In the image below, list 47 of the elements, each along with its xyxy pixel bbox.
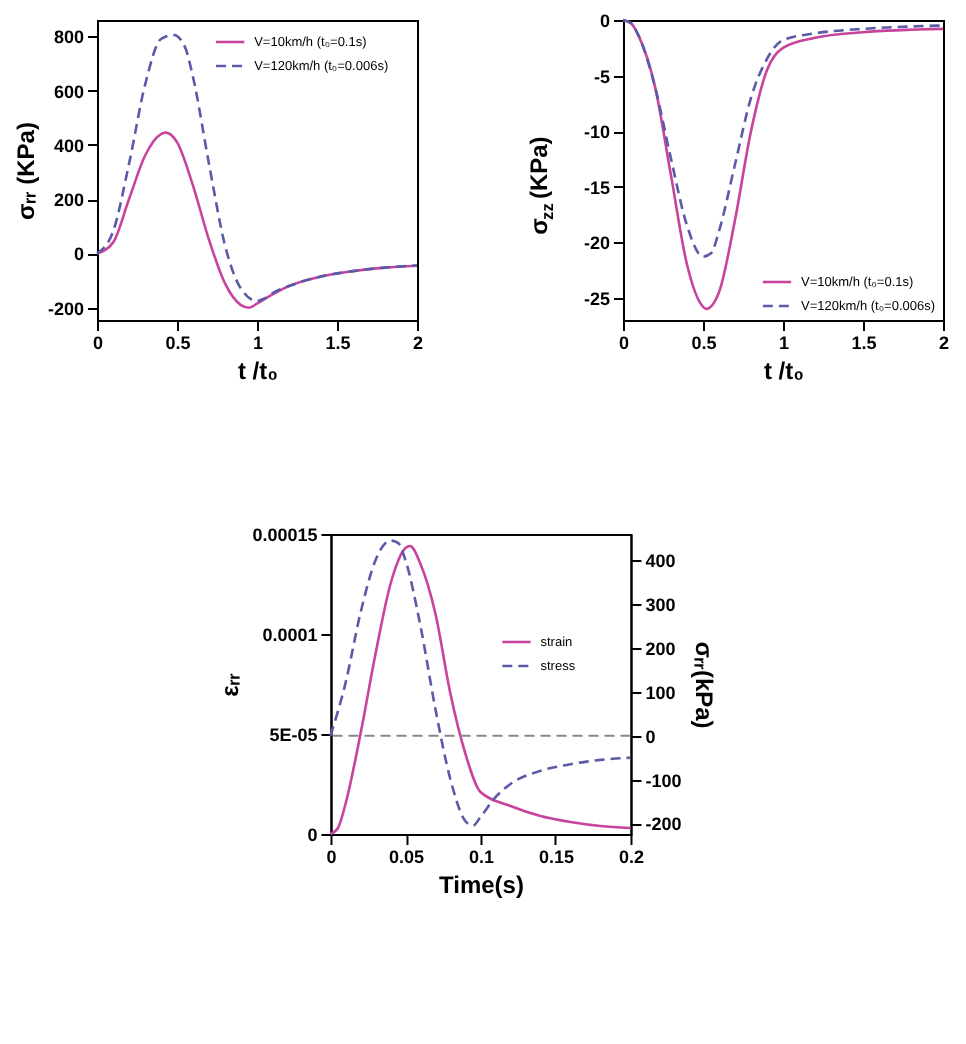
y-tick-label: -200 xyxy=(47,298,84,319)
x-tick-label: 1 xyxy=(778,333,790,353)
y-tick-label: 0.0001 xyxy=(262,625,318,645)
x-tick-label: 0.2 xyxy=(618,847,644,867)
y-tick-label: -20 xyxy=(583,233,610,254)
y-tick-label: 0 xyxy=(307,825,318,845)
y2-axis-title: σᵣᵣ(kPa) xyxy=(689,641,718,729)
x-tick-label: 0.15 xyxy=(538,847,575,867)
x-tick-label: 2 xyxy=(938,333,950,353)
x-tick-label: 2 xyxy=(412,333,424,353)
y-tick-label: 0 xyxy=(599,11,610,31)
x-tick-label: 1.5 xyxy=(851,333,877,353)
x-tick-label: 0.5 xyxy=(165,333,191,353)
y2-tick-label: 400 xyxy=(645,551,676,572)
y-tick-label: 400 xyxy=(53,135,84,156)
x-axis-title: Time(s) xyxy=(439,871,524,899)
x-tick-label: 0 xyxy=(326,847,337,867)
x-tick-label: 0 xyxy=(618,333,630,353)
x-tick-label: 0.05 xyxy=(388,847,425,867)
y2-tick-label: 200 xyxy=(645,639,676,660)
x-tick-label: 0.5 xyxy=(691,333,717,353)
x-tick-label: 0.1 xyxy=(468,847,494,867)
y-tick-label: -15 xyxy=(583,177,610,198)
y-tick-label: 0 xyxy=(73,244,84,265)
y-tick-label: 800 xyxy=(53,27,84,48)
y-tick-label: -5 xyxy=(593,66,610,87)
y2-tick-label: 100 xyxy=(645,682,676,703)
x-axis-title: t /t₀ xyxy=(763,357,805,385)
y-axis-title: εᵣᵣ xyxy=(216,673,245,697)
y-tick-label: -10 xyxy=(583,122,610,143)
y2-tick-label: -100 xyxy=(645,770,682,791)
y-tick-label: 5E-05 xyxy=(269,725,318,745)
y-tick-label: -25 xyxy=(583,288,610,309)
x-tick-label: 1 xyxy=(252,333,264,353)
y-tick-label: 200 xyxy=(53,190,84,211)
x-tick-label: 1.5 xyxy=(325,333,351,353)
x-tick-label: 0 xyxy=(92,333,104,353)
line-series xyxy=(621,18,945,258)
y-tick-label: 0.00015 xyxy=(252,525,318,545)
y-tick-label: 600 xyxy=(53,81,84,102)
y-axis-title: σᵣᵣ (KPa) xyxy=(11,122,40,220)
x-axis-title: t /t₀ xyxy=(237,357,279,385)
line-series xyxy=(95,33,419,303)
y2-tick-label: 300 xyxy=(645,595,676,616)
y-axis-title: σzz (KPa) xyxy=(525,136,557,235)
y2-tick-label: -200 xyxy=(645,814,682,835)
y2-tick-label: 0 xyxy=(645,726,656,747)
